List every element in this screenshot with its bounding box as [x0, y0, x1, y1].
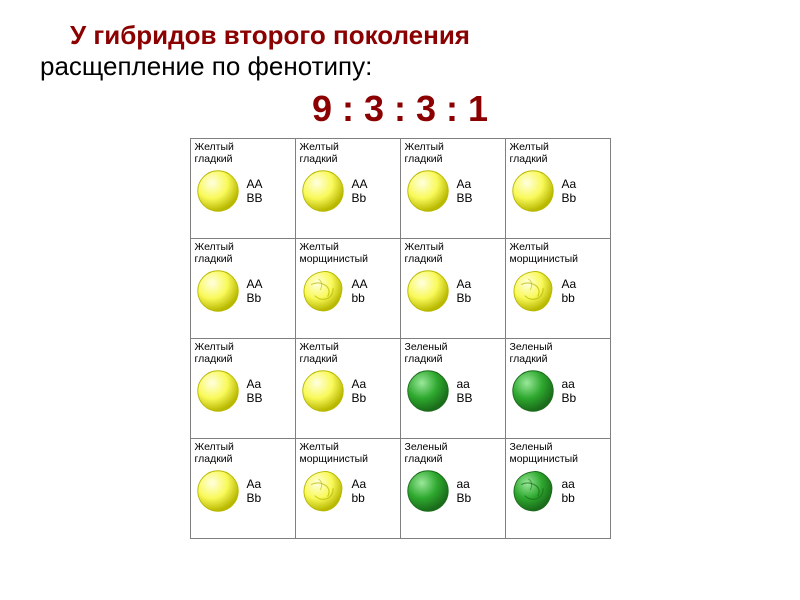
genotype-label: aa Bb [457, 477, 472, 506]
punnett-cell: Желтыйгладкий Aa Bb [505, 139, 610, 239]
genotype-label: Aa Bb [352, 377, 367, 406]
pea-wrinkled-icon [510, 468, 556, 514]
pea-wrinkled-icon [300, 468, 346, 514]
pea-wrinkled-icon [300, 268, 346, 314]
genotype-label: Aa BB [457, 177, 473, 206]
genotype-label: Aa Bb [247, 477, 262, 506]
punnett-cell: Желтыйгладкий AA Bb [190, 239, 295, 339]
pea-smooth-icon [405, 368, 451, 414]
genotype-label: Aa Bb [457, 277, 472, 306]
pea-smooth-icon [195, 168, 241, 214]
genotype-label: AA bb [352, 277, 368, 306]
punnett-cell: Желтыйгладкий Aa Bb [190, 439, 295, 539]
genotype-label: AA Bb [352, 177, 368, 206]
genotype-label: Aa Bb [562, 177, 577, 206]
phenotype-label: Желтыйгладкий [195, 341, 291, 365]
punnett-cell: Желтыйморщинистый AA bb [295, 239, 400, 339]
phenotype-label: Желтыйморщинистый [300, 441, 396, 465]
phenotype-label: Зеленыйгладкий [405, 341, 501, 365]
phenotype-label: Желтыйгладкий [195, 141, 291, 165]
phenotype-label: Желтыйморщинистый [510, 241, 606, 265]
pea-smooth-icon [300, 168, 346, 214]
phenotype-ratio: 9 : 3 : 3 : 1 [40, 88, 760, 130]
genotype-label: aa bb [562, 477, 575, 506]
phenotype-label: Желтыйгладкий [195, 241, 291, 265]
pea-smooth-icon [510, 368, 556, 414]
punnett-cell: Зеленыйморщинистый aa bb [505, 439, 610, 539]
genotype-label: Aa bb [562, 277, 577, 306]
genotype-label: aa BB [457, 377, 473, 406]
phenotype-label: Желтыйгладкий [510, 141, 606, 165]
genotype-label: AA BB [247, 177, 263, 206]
punnett-square: Желтыйгладкий AA BBЖелтыйгладкий AA BbЖе… [190, 138, 611, 539]
punnett-cell: Желтыйгладкий AA BB [190, 139, 295, 239]
punnett-cell: Желтыйгладкий Aa BB [190, 339, 295, 439]
punnett-cell: Зеленыйгладкий aa Bb [400, 439, 505, 539]
genotype-label: Aa BB [247, 377, 263, 406]
phenotype-label: Желтыйгладкий [300, 341, 396, 365]
punnett-cell: Желтыйгладкий Aa Bb [295, 339, 400, 439]
genotype-label: aa Bb [562, 377, 577, 406]
pea-smooth-icon [300, 368, 346, 414]
pea-smooth-icon [405, 268, 451, 314]
punnett-cell: Желтыйморщинистый Aa bb [505, 239, 610, 339]
punnett-cell: Желтыйгладкий Aa Bb [400, 239, 505, 339]
pea-smooth-icon [195, 268, 241, 314]
phenotype-label: Желтыйгладкий [300, 141, 396, 165]
title-line2: расщепление по фенотипу: [40, 51, 760, 82]
punnett-cell: Зеленыйгладкий aa Bb [505, 339, 610, 439]
phenotype-label: Желтыйгладкий [195, 441, 291, 465]
pea-smooth-icon [405, 468, 451, 514]
pea-wrinkled-icon [510, 268, 556, 314]
phenotype-label: Зеленыйгладкий [405, 441, 501, 465]
phenotype-label: Желтыйгладкий [405, 141, 501, 165]
phenotype-label: Желтыйгладкий [405, 241, 501, 265]
phenotype-label: Зеленыйморщинистый [510, 441, 606, 465]
punnett-cell: Желтыйгладкий Aa BB [400, 139, 505, 239]
phenotype-label: Желтыйморщинистый [300, 241, 396, 265]
punnett-cell: Желтыйгладкий AA Bb [295, 139, 400, 239]
pea-smooth-icon [405, 168, 451, 214]
phenotype-label: Зеленыйгладкий [510, 341, 606, 365]
genotype-label: AA Bb [247, 277, 263, 306]
pea-smooth-icon [510, 168, 556, 214]
title-line1: У гибридов второго поколения [70, 20, 760, 51]
punnett-cell: Зеленыйгладкий aa BB [400, 339, 505, 439]
pea-smooth-icon [195, 468, 241, 514]
punnett-cell: Желтыйморщинистый Aa bb [295, 439, 400, 539]
genotype-label: Aa bb [352, 477, 367, 506]
pea-smooth-icon [195, 368, 241, 414]
